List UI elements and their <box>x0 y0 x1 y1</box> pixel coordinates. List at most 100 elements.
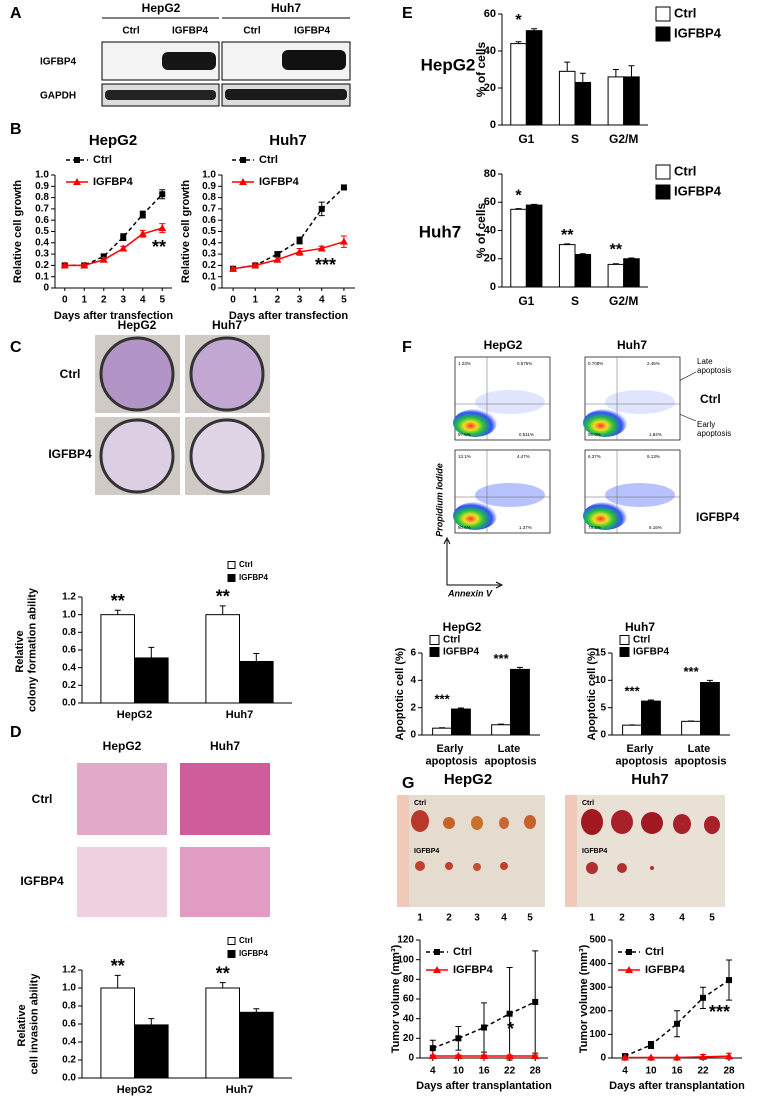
column-label: HepG2 <box>103 739 142 753</box>
legend-label: Ctrl <box>674 5 696 20</box>
marker <box>454 1052 463 1060</box>
y-tick-label: 0 <box>490 119 496 131</box>
error-bar <box>564 243 571 245</box>
arrow-head <box>443 536 504 589</box>
column-label: HepG2 <box>118 318 157 332</box>
marker <box>480 1052 488 1060</box>
legend-swatch <box>429 635 440 645</box>
x-tick-label: 5 <box>341 295 347 306</box>
y-tick-label: 60 <box>484 8 496 20</box>
quadrant-value: 1.37% <box>519 525 532 530</box>
y-axis-title: Relative cell invasion ability <box>16 973 41 1075</box>
y-tick-label: 60 <box>484 196 496 208</box>
blot-header: HepG2 <box>142 1 181 15</box>
x-tick-label: Early apoptosis <box>426 743 478 768</box>
row-label: Ctrl <box>60 367 81 381</box>
error-bar <box>531 28 538 31</box>
tumor <box>673 814 691 834</box>
error-bar <box>253 1008 260 1013</box>
error-bar <box>114 974 121 988</box>
error-bar <box>515 208 522 210</box>
y-tick-label: 0.2 <box>35 260 49 271</box>
axis-title: Annexin V <box>447 588 493 598</box>
marker <box>296 237 303 244</box>
bar <box>623 76 640 126</box>
dish <box>189 418 265 494</box>
y-tick-label: 15 <box>595 648 607 659</box>
bar <box>622 724 642 736</box>
tumor-number: 5 <box>527 913 533 924</box>
marker <box>138 229 147 237</box>
y-tick-label: 0 <box>490 281 496 293</box>
marker <box>239 178 247 185</box>
x-tick-label: Late apoptosis <box>675 743 727 768</box>
marker <box>626 949 632 955</box>
y-axis-title: Relative colony formation ability <box>14 587 39 712</box>
row-label: Ctrl <box>582 800 594 807</box>
quadrant-value: 95.0% <box>588 432 601 437</box>
marker <box>340 184 347 191</box>
quadrant-value: 13.1% <box>458 454 471 459</box>
annotation: ** <box>216 963 230 983</box>
tumor <box>443 817 455 829</box>
marker <box>726 977 732 984</box>
annotation: ** <box>610 241 623 258</box>
y-tick-label: 0.0 <box>62 1073 76 1084</box>
legend-label: IGFBP4 <box>443 647 480 658</box>
legend-label: Ctrl <box>645 946 664 958</box>
marker <box>60 261 69 269</box>
row-label: Ctrl <box>414 800 426 807</box>
marker <box>120 234 127 241</box>
row-label: IGFBP4 <box>40 57 77 68</box>
error-bar <box>516 666 523 670</box>
y-tick-label: 80 <box>403 974 415 985</box>
marker <box>295 247 304 255</box>
y-tick-label: 0.2 <box>62 680 76 691</box>
marker <box>674 1020 680 1027</box>
tumor-photos: Ctrl IGFBP4 Ctrl IGFBP4 <box>397 795 725 907</box>
bar <box>525 30 543 126</box>
row-label: IGFBP4 <box>582 848 607 855</box>
marker <box>139 211 146 218</box>
quadrant-value: 6.16% <box>649 525 662 530</box>
panel-label: A <box>10 5 22 22</box>
column-label: Huh7 <box>210 739 240 753</box>
lane-label: Ctrl <box>243 26 260 37</box>
row-label: IGFBP4 <box>696 510 740 524</box>
legend-label: Ctrl <box>93 154 112 166</box>
y-tick-label: 0 <box>210 283 216 294</box>
tumor <box>524 815 536 829</box>
x-tick-label: G2/M <box>609 294 638 308</box>
legend-label: IGFBP4 <box>674 25 722 40</box>
bar <box>510 43 527 126</box>
bar <box>451 708 471 736</box>
tumor <box>586 862 598 874</box>
bar <box>574 81 592 126</box>
tumor-number: 4 <box>501 913 507 924</box>
y-tick-label: 0 <box>410 730 416 741</box>
y-tick-label: 400 <box>589 958 606 969</box>
marker <box>240 157 246 163</box>
dish <box>99 418 175 494</box>
y-tick-label: 0.1 <box>35 271 49 282</box>
annotation: ** <box>152 237 166 257</box>
cell-cloud <box>475 390 545 414</box>
x-tick-label: 10 <box>453 1066 465 1077</box>
legend-swatch <box>619 635 630 645</box>
bar <box>205 987 240 1079</box>
annotation: *** <box>434 691 450 706</box>
western-blot: HepG2 Huh7 Ctrl IGFBP4 Ctrl IGFBP4 IGFBP… <box>40 1 351 107</box>
error-bar <box>706 679 713 683</box>
panel-label: G <box>402 775 414 792</box>
x-tick-label: G1 <box>518 294 534 308</box>
y-tick-label: 0.3 <box>35 249 49 260</box>
marker <box>99 255 108 263</box>
quadrant-value: 0.675% <box>517 361 532 366</box>
quadrant-value: 1.84% <box>649 432 662 437</box>
error-bar <box>612 263 619 265</box>
y-tick-label: 20 <box>403 1033 415 1044</box>
blot-band <box>282 50 346 70</box>
legend-swatch <box>655 26 671 42</box>
marker <box>74 157 80 163</box>
marker <box>531 1052 540 1060</box>
